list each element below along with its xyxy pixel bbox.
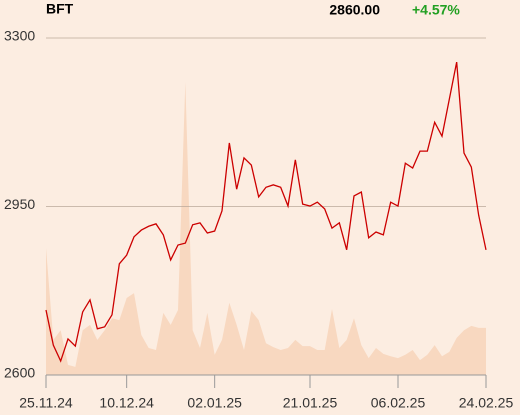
chart-title: BFT (46, 1, 74, 17)
y-tick-label: 2950 (4, 196, 35, 212)
volume-area (46, 81, 486, 375)
x-tick-label: 02.01.25 (187, 395, 242, 411)
y-tick-label: 3300 (4, 28, 35, 44)
x-tick-label: 21.01.25 (283, 395, 338, 411)
change: +4.57% (412, 2, 460, 18)
price: 2860.00 (329, 2, 380, 18)
y-tick-label: 2600 (4, 365, 35, 381)
x-tick-label: 06.02.25 (371, 395, 426, 411)
x-tick-label: 10.12.24 (99, 395, 154, 411)
price-line (45, 61, 487, 363)
x-tick-label: 24.02.25 (459, 395, 514, 411)
x-tick-label: 25.11.24 (19, 395, 73, 411)
